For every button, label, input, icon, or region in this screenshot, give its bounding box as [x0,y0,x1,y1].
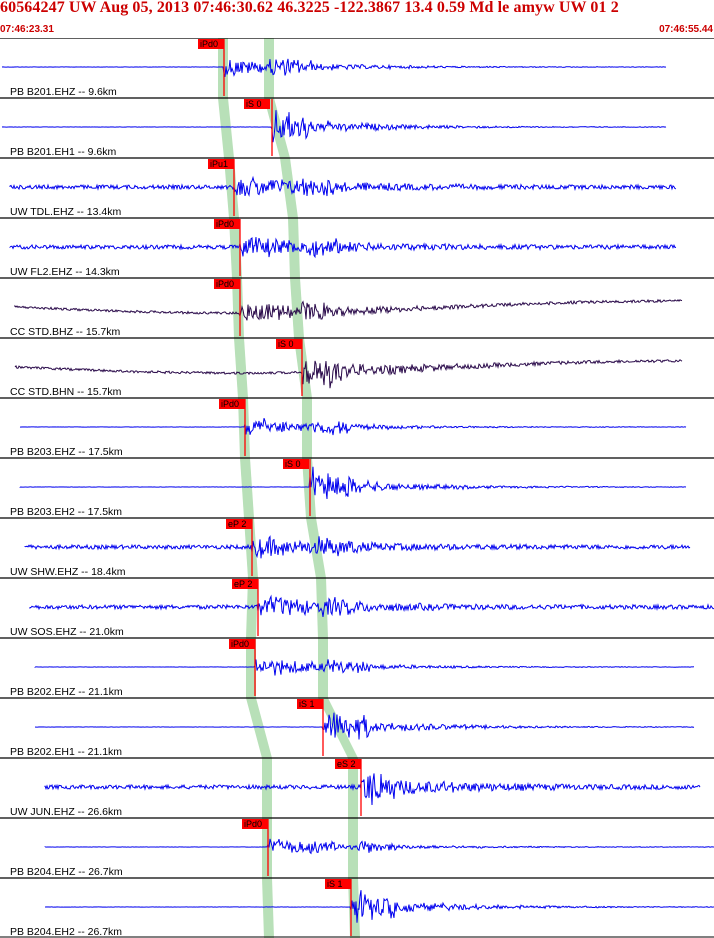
trace-row[interactable]: iS 0 PB B203.EH2 -- 17.5km [0,457,714,518]
event-title: 60564247 UW Aug 05, 2013 07:46:30.62 46.… [0,0,619,16]
trace-row[interactable]: iS 1 PB B204.EH2 -- 26.7km [0,877,714,938]
station-label: PB B204.EH2 -- 26.7km [10,926,122,938]
station-label: UW JUN.EHZ -- 26.6km [10,806,122,818]
waveform [29,594,714,617]
station-label: PB B203.EH2 -- 17.5km [10,506,122,518]
pick-label: iPd0 [231,639,249,649]
trace-row[interactable]: iPu1 UW TDL.EHZ -- 13.4km [0,157,714,218]
trace-row[interactable]: iS 0 CC STD.BHN -- 15.7km [0,337,714,398]
p-phase-band [234,338,248,398]
pick-marker[interactable] [242,819,268,829]
pick-marker[interactable] [335,759,361,769]
pick-label: iPd0 [244,819,262,829]
pick-marker[interactable] [297,699,323,709]
s-phase-band [280,158,298,218]
station-label: CC STD.BHN -- 15.7km [10,386,122,398]
event-header: 60564247 UW Aug 05, 2013 07:46:30.62 46.… [0,0,714,38]
seismogram-panel[interactable]: iPd0 PB B201.EHZ -- 9.6km iS 0 PB B201.EH1 … [0,38,714,938]
pick-marker[interactable] [283,459,309,469]
pick-marker[interactable] [244,99,270,109]
station-label: PB B201.EHZ -- 9.6km [10,86,117,98]
p-phase-band [232,278,244,338]
waveform [45,890,714,923]
trace-row[interactable]: iPd0 UW FL2.EHZ -- 14.3km [0,217,714,278]
trace-row[interactable]: iPd0 PB B202.EHZ -- 21.1km [0,637,714,698]
waveform [34,712,695,740]
waveform [19,418,687,436]
trace-row[interactable]: eS 2 UW JUN.EHZ -- 26.6km [0,757,714,818]
p-phase-band [218,98,234,158]
pick-marker[interactable] [325,879,351,889]
station-label: PB B203.EHZ -- 17.5km [10,446,123,458]
trace-row[interactable]: iPd0 CC STD.BHZ -- 15.7km [0,277,714,338]
station-label: UW SHW.EHZ -- 18.4km [10,566,126,578]
station-label: CC STD.BHZ -- 15.7km [10,326,121,338]
station-label: PB B202.EHZ -- 21.1km [10,686,123,698]
pick-label: iS 0 [278,339,294,349]
pick-label: eS 2 [337,759,356,769]
time-axis-start: 07:46:23.31 [0,24,54,35]
pick-marker[interactable] [232,579,258,589]
pick-label: iS 1 [299,699,315,709]
pick-marker[interactable] [214,219,240,229]
station-label: PB B201.EH1 -- 9.6km [10,146,116,158]
p-phase-band [262,758,272,818]
pick-marker[interactable] [214,279,240,289]
waveform [24,535,691,559]
pick-marker[interactable] [229,639,255,649]
pick-marker[interactable] [219,399,245,409]
p-phase-band [246,638,256,698]
waveform [14,298,683,321]
pick-label: iPd0 [216,219,234,229]
p-phase-band [246,578,258,638]
s-phase-band [294,338,312,398]
waveform [44,838,714,855]
pick-label: iPd0 [200,39,218,49]
waveform [44,773,701,806]
waveform [34,659,695,676]
station-label: UW FL2.EHZ -- 14.3km [10,266,120,278]
waveform [1,58,667,77]
pick-label: eP 2 [228,519,246,529]
p-phase-band [240,458,254,518]
trace-row[interactable]: iPd0 PB B204.EHZ -- 26.7km [0,817,714,878]
pick-label: iPd0 [216,279,234,289]
p-phase-band [238,398,250,458]
time-axis-end: 07:46:55.44 [659,24,713,35]
waveform [9,237,677,259]
trace-row[interactable]: iPd0 PB B203.EHZ -- 17.5km [0,397,714,458]
p-phase-band [246,698,272,758]
pick-label: iS 0 [246,99,262,109]
waveform [1,110,667,143]
pick-label: iS 1 [327,879,343,889]
phase-bands [218,38,360,938]
station-label: PB B202.EH1 -- 21.1km [10,746,122,758]
s-phase-band [288,218,300,278]
pick-label: iPu1 [210,159,228,169]
waveform [19,466,687,500]
p-phase-band [224,158,239,218]
trace-row[interactable]: eP 2 UW SHW.EHZ -- 18.4km [0,517,714,578]
pick-marker[interactable] [276,339,302,349]
pick-marker[interactable] [208,159,234,169]
pick-marker[interactable] [198,39,224,49]
trace-row[interactable]: eP 2 UW SOS.EHZ -- 21.0km [0,577,714,638]
p-phase-band [229,218,242,278]
pick-marker[interactable] [226,519,252,529]
waveform [14,358,683,389]
station-label: UW TDL.EHZ -- 13.4km [10,206,121,218]
trace-row[interactable]: iS 0 PB B201.EH1 -- 9.6km [0,97,714,158]
pick-label: eP 2 [234,579,252,589]
waveform [9,175,677,197]
trace-row[interactable]: iS 1 PB B202.EH1 -- 21.1km [0,697,714,758]
trace-row[interactable]: iPd0 PB B201.EHZ -- 9.6km [0,38,714,98]
s-phase-band [316,578,328,638]
station-label: UW SOS.EHZ -- 21.0km [10,626,124,638]
p-phase-band [262,878,274,938]
p-phase-band [262,818,272,878]
pick-label: iPd0 [221,399,239,409]
pick-label: iS 0 [285,459,301,469]
station-label: PB B204.EHZ -- 26.7km [10,866,123,878]
